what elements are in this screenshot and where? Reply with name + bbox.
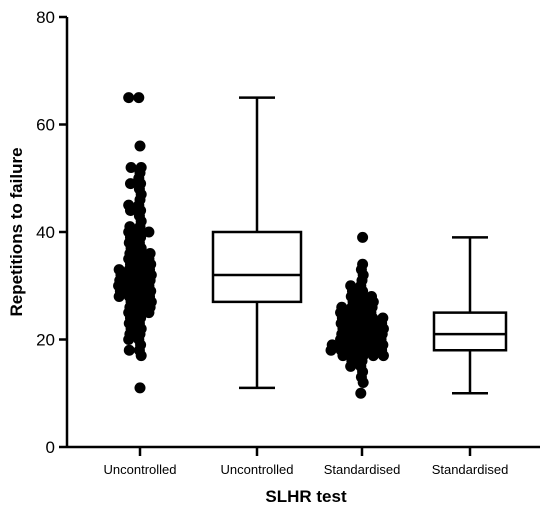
data-point <box>123 92 135 104</box>
box-groups <box>211 96 508 395</box>
data-point <box>113 291 125 302</box>
data-point <box>143 307 155 319</box>
x-axis-title: SLHR test <box>265 487 347 506</box>
data-point <box>345 360 357 372</box>
data-point <box>123 334 135 345</box>
y-tick-label: 20 <box>36 331 55 350</box>
y-axis-title: Repetitions to failure <box>7 147 26 316</box>
x-tick-label: Standardised <box>324 462 401 477</box>
data-point <box>357 377 369 388</box>
data-point <box>337 350 349 362</box>
y-axis: 0 20 40 60 80 <box>36 8 69 457</box>
data-point <box>133 92 145 104</box>
x-tick-label: Uncontrolled <box>221 462 294 477</box>
dot-groups <box>113 92 389 399</box>
data-point <box>355 387 367 399</box>
data-point <box>124 178 136 190</box>
y-tick-label: 40 <box>36 223 55 242</box>
data-point <box>124 205 136 216</box>
iqr-box <box>211 230 303 304</box>
x-tick-label: Standardised <box>432 462 509 477</box>
data-point <box>135 350 147 362</box>
data-point <box>357 231 369 243</box>
y-tick-label: 80 <box>36 8 55 27</box>
iqr-box <box>432 311 508 352</box>
data-point <box>325 344 337 356</box>
data-point <box>123 344 135 356</box>
y-tick-label: 60 <box>36 116 55 135</box>
x-axis: Uncontrolled Uncontrolled Standardised Stan… <box>67 445 540 477</box>
data-point <box>143 226 155 238</box>
data-point <box>134 140 146 152</box>
data-point <box>367 350 379 362</box>
y-tick-label: 0 <box>46 438 55 457</box>
x-tick-label: Uncontrolled <box>104 462 177 477</box>
data-point <box>125 162 137 173</box>
data-point <box>134 382 146 394</box>
data-point <box>377 350 389 362</box>
